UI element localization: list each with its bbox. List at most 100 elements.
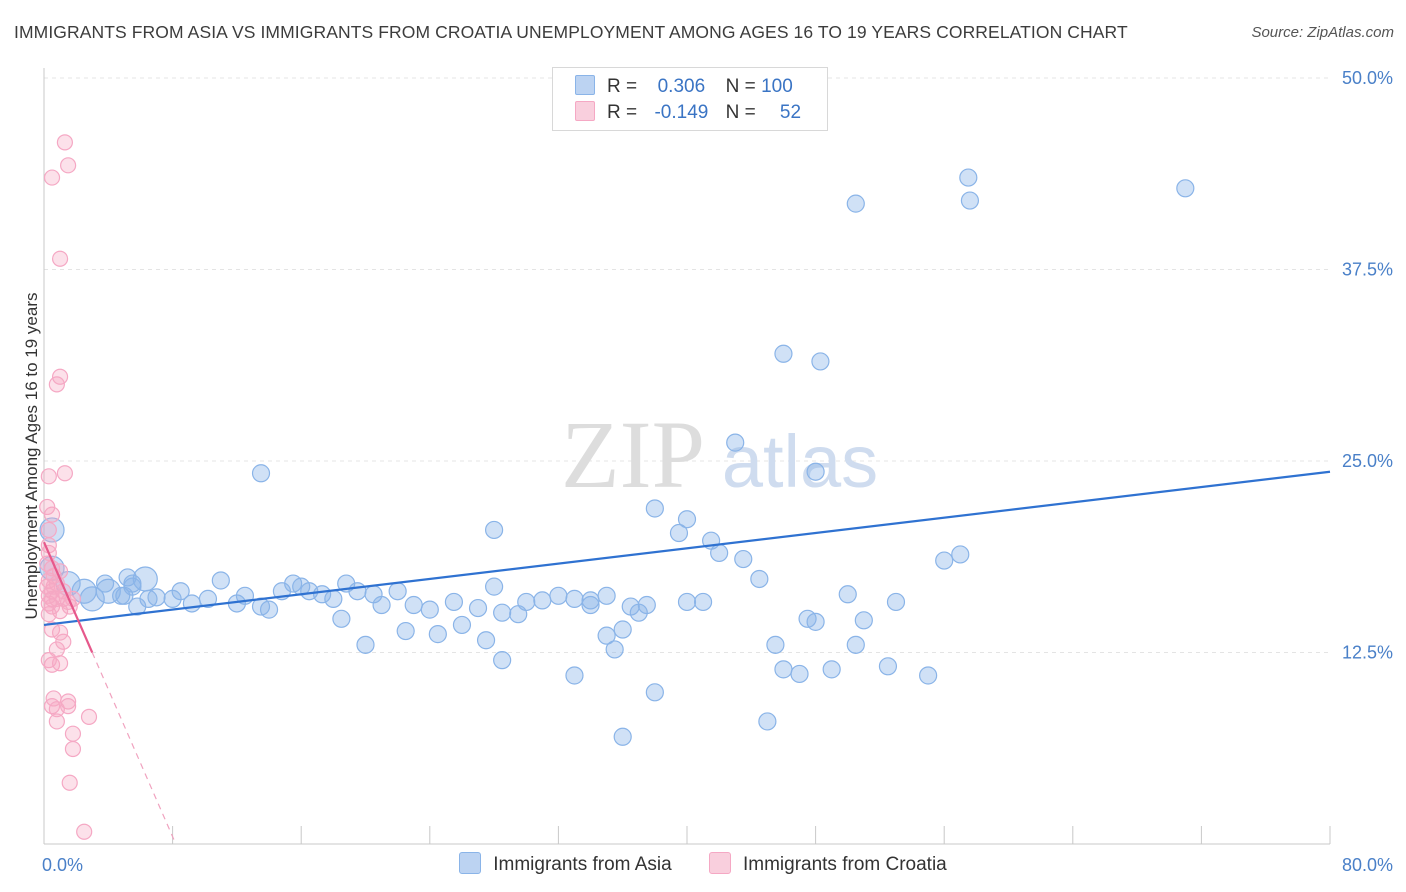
- asia-point-30: [324, 589, 343, 608]
- asia-point-62: [613, 620, 632, 639]
- asia-point-53: [396, 621, 415, 641]
- asia-point-73: [806, 612, 825, 631]
- asia-point-59: [581, 591, 600, 610]
- asia-point-95: [726, 433, 745, 452]
- asia-point-69: [766, 635, 785, 654]
- legend-item-croatia: Immigrants from Croatia: [708, 852, 947, 876]
- legend-asia-swatch: [459, 852, 482, 874]
- croatia-point-44: [80, 708, 98, 725]
- legend-n-asia: 100: [761, 76, 793, 97]
- asia-point-70: [774, 660, 793, 679]
- y-tick-labels: 12.5% 25.0% 37.5% 50.0%: [1342, 68, 1393, 663]
- asia-point-0: [39, 517, 65, 543]
- asia-point-97: [485, 520, 504, 540]
- asia-point-68: [750, 569, 769, 589]
- asia-point-64: [645, 683, 664, 702]
- asia-point-18: [182, 594, 201, 613]
- croatia-trend-line: [42, 541, 94, 653]
- legend-row-croatia: R = -0.149 N = 52: [575, 101, 801, 125]
- asia-point-37: [420, 600, 439, 619]
- legend-r-asia: 0.306: [657, 76, 706, 97]
- croatia-point-48: [61, 774, 78, 791]
- croatia-point-43: [60, 698, 77, 715]
- asia-point-81: [951, 545, 970, 564]
- croatia-point-6: [40, 468, 57, 485]
- asia-point-83: [960, 191, 980, 210]
- asia-point-77: [854, 611, 873, 630]
- asia-point-51: [332, 609, 351, 628]
- asia-point-38: [444, 592, 464, 612]
- asia-point-98: [251, 464, 271, 483]
- croatia-point-31: [40, 606, 57, 623]
- asia-point-61: [605, 640, 624, 659]
- croatia-point-49: [76, 823, 93, 840]
- asia-point-44: [533, 591, 552, 610]
- asia-point-32: [348, 582, 367, 601]
- asia-point-71: [790, 664, 809, 684]
- asia-point-75: [838, 585, 857, 604]
- watermark-atlas: atlas: [722, 420, 878, 503]
- asia-point-89: [758, 712, 777, 731]
- stats-legend: R = 0.306 N = 100 R = -0.149 N = 52: [552, 67, 828, 131]
- asia-point-17: [171, 582, 190, 601]
- croatia-point-9: [43, 506, 61, 523]
- asia-point-60: [597, 626, 616, 645]
- croatia-point-1: [60, 157, 77, 174]
- croatia-point-33: [51, 624, 69, 641]
- legend-croatia-swatch: [708, 852, 731, 874]
- x-tick-label-min: 0.0%: [42, 855, 83, 875]
- asia-point-80: [919, 666, 938, 685]
- asia-point-67: [734, 549, 753, 569]
- watermark-zip: ZIP: [561, 401, 705, 508]
- asia-point-66: [693, 592, 713, 612]
- asia-point-65: [677, 592, 697, 612]
- asia-point-14: [123, 574, 142, 593]
- croatia-point-7: [56, 465, 73, 482]
- legend-swatch-croatia: [575, 101, 595, 121]
- croatia-point-8: [39, 498, 56, 516]
- chart-title: IMMIGRANTS FROM ASIA VS IMMIGRANTS FROM …: [14, 22, 1128, 42]
- croatia-point-46: [64, 725, 82, 742]
- asia-point-85: [774, 344, 793, 363]
- legend-n-croatia: 52: [779, 102, 802, 123]
- asia-point-45: [549, 586, 568, 605]
- asia-trend-line: [43, 470, 1331, 627]
- asia-point-56: [476, 631, 496, 650]
- asia-point-84: [846, 194, 865, 213]
- asia-point-90: [645, 499, 664, 518]
- series-asia-points: [39, 168, 1195, 746]
- asia-point-52: [356, 635, 375, 654]
- legend-item-asia: Immigrants from Asia: [459, 852, 672, 876]
- asia-point-86: [935, 551, 954, 570]
- asia-point-20: [211, 571, 230, 590]
- asia-point-36: [404, 595, 423, 615]
- croatia-point-38: [51, 655, 69, 672]
- asia-point-29: [312, 585, 332, 604]
- asia-point-63: [629, 603, 648, 622]
- asia-point-55: [452, 615, 472, 635]
- asia-point-24: [259, 600, 279, 619]
- croatia-point-2: [43, 169, 61, 186]
- trend-lines: [42, 470, 1331, 845]
- asia-point-94: [710, 543, 729, 563]
- croatia-point-47: [64, 740, 82, 758]
- asia-point-78: [878, 657, 898, 676]
- croatia-point-10: [40, 521, 57, 539]
- croatia-point-0: [56, 134, 73, 151]
- watermark: ZIP atlas: [561, 401, 878, 508]
- source-note: Source: ZipAtlas.com: [1251, 24, 1394, 41]
- y-tick-label-2: 37.5%: [1342, 260, 1393, 280]
- asia-point-43: [517, 592, 536, 612]
- asia-point-92: [677, 510, 697, 529]
- legend-swatch-asia: [575, 75, 595, 95]
- asia-point-13: [128, 597, 147, 616]
- legend-r-croatia: -0.149: [654, 102, 709, 123]
- croatia-point-37: [43, 656, 61, 673]
- asia-point-79: [886, 592, 906, 612]
- croatia-point-5: [48, 376, 65, 393]
- axes: [43, 68, 1331, 845]
- asia-point-47: [581, 595, 600, 615]
- asia-point-48: [597, 586, 616, 605]
- croatia-point-40: [60, 693, 77, 710]
- x-tick-label-max: 80.0%: [1342, 855, 1393, 875]
